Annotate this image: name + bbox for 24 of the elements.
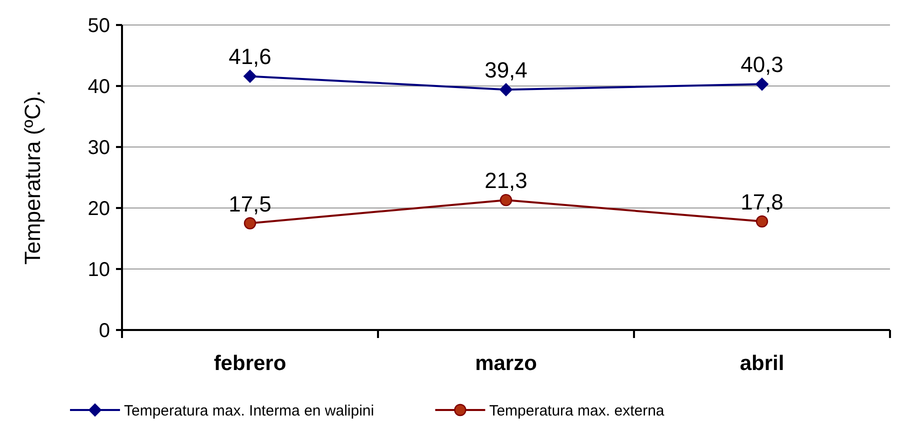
y-tick-label: 0 bbox=[98, 320, 110, 342]
x-tick-label: febrero bbox=[214, 352, 286, 375]
y-tick-label: 20 bbox=[88, 198, 110, 220]
point bbox=[756, 215, 768, 228]
data-label: 17,8 bbox=[740, 189, 784, 214]
legend-label: Temperatura max. externa bbox=[489, 402, 665, 420]
y-tick-label: 30 bbox=[88, 137, 110, 159]
x-tick-label: abril bbox=[740, 352, 784, 375]
legend-label: Temperatura max. Interma en walipini bbox=[124, 402, 374, 420]
data-label: 40,3 bbox=[740, 52, 784, 78]
y-tick-label: 50 bbox=[88, 15, 110, 37]
point bbox=[244, 70, 256, 83]
point bbox=[500, 83, 512, 96]
y-axis-title: Temperatura (ºC). bbox=[20, 90, 45, 265]
y-tick-label: 10 bbox=[88, 259, 110, 281]
data-label: 17,5 bbox=[228, 191, 272, 216]
x-tick-label: marzo bbox=[475, 352, 537, 375]
data-label: 21,3 bbox=[484, 168, 528, 194]
data-label: 39,4 bbox=[484, 58, 528, 83]
data-label: 41,6 bbox=[228, 44, 272, 70]
point bbox=[244, 217, 256, 230]
y-tick-label: 40 bbox=[88, 76, 110, 98]
point bbox=[756, 78, 768, 91]
point bbox=[500, 194, 512, 206]
